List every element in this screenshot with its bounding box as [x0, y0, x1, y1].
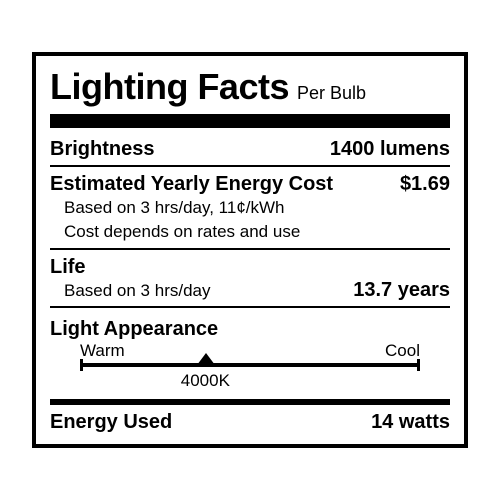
brightness-value: 1400 lumens [330, 138, 450, 161]
energy-used-label: Energy Used [50, 411, 172, 434]
appearance-section: Light Appearance Warm Cool 4000K [50, 308, 450, 405]
header-title: Lighting Facts [50, 66, 289, 108]
lighting-facts-label: Lighting Facts Per Bulb Brightness 1400 … [32, 52, 468, 448]
header: Lighting Facts Per Bulb [50, 66, 450, 112]
appearance-label: Light Appearance [50, 314, 450, 341]
scale-pointer-icon [197, 353, 215, 365]
life-value: 13.7 years [353, 279, 450, 302]
energy-cost-section: Estimated Yearly Energy Cost $1.69 Based… [50, 167, 450, 250]
thick-divider [50, 114, 450, 128]
warm-label: Warm [80, 341, 125, 361]
energy-used-row: Energy Used 14 watts [50, 405, 450, 436]
life-note: Based on 3 hrs/day [50, 281, 210, 301]
energy-cost-note1: Based on 3 hrs/day, 11¢/kWh [50, 196, 450, 220]
energy-used-value: 14 watts [371, 411, 450, 434]
energy-cost-row: Estimated Yearly Energy Cost $1.69 [50, 167, 450, 196]
header-sub: Per Bulb [297, 83, 366, 104]
temperature-value: 4000K [181, 371, 230, 391]
life-section: Life Based on 3 hrs/day 13.7 years [50, 250, 450, 308]
energy-cost-note2: Cost depends on rates and use [50, 220, 450, 250]
life-label: Life [50, 250, 450, 279]
brightness-row: Brightness 1400 lumens [50, 134, 450, 167]
brightness-label: Brightness [50, 138, 154, 161]
energy-cost-label: Estimated Yearly Energy Cost [50, 173, 333, 196]
cool-label: Cool [385, 341, 420, 361]
energy-cost-value: $1.69 [400, 173, 450, 196]
